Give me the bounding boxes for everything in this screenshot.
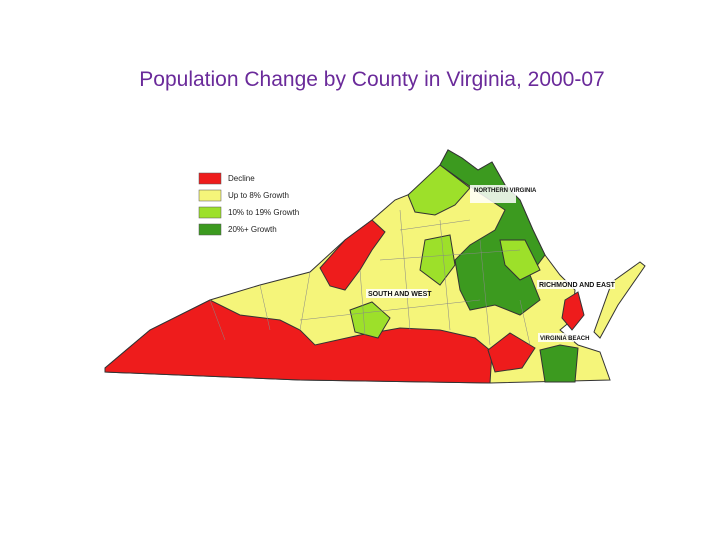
legend-label: Up to 8% Growth: [228, 191, 289, 200]
legend-swatch: [198, 206, 222, 219]
decline-southeast: [487, 332, 536, 373]
legend-label: 10% to 19% Growth: [228, 208, 299, 217]
legend-swatch: [198, 189, 222, 202]
map-title: Population Change by County in Virginia,…: [139, 68, 604, 91]
growth-high-southeast: [539, 344, 579, 383]
region-labels: NORTHERN VIRGINIA RICHMOND AND EAST SOUT…: [366, 185, 616, 342]
growth-mid-north: [407, 164, 471, 216]
virginia-map: [104, 149, 646, 384]
legend-swatch: [198, 172, 222, 185]
decline-east: [561, 291, 585, 331]
decline-west: [319, 219, 386, 291]
legend-label: 20%+ Growth: [228, 225, 277, 234]
legend: Decline Up to 8% Growth 10% to 19% Growth 2…: [198, 172, 299, 236]
eastern-shore: [593, 261, 646, 339]
region-label: NORTHERN VIRGINIA: [474, 188, 537, 194]
region-label: VIRGINIA BEACH: [540, 336, 589, 342]
growth-mid-east: [499, 239, 541, 281]
region-label: RICHMOND AND EAST: [539, 282, 616, 289]
region-label: SOUTH AND WEST: [368, 291, 432, 298]
growth-mid-central: [419, 234, 456, 286]
legend-label: Decline: [228, 174, 255, 183]
legend-swatch: [198, 223, 222, 236]
